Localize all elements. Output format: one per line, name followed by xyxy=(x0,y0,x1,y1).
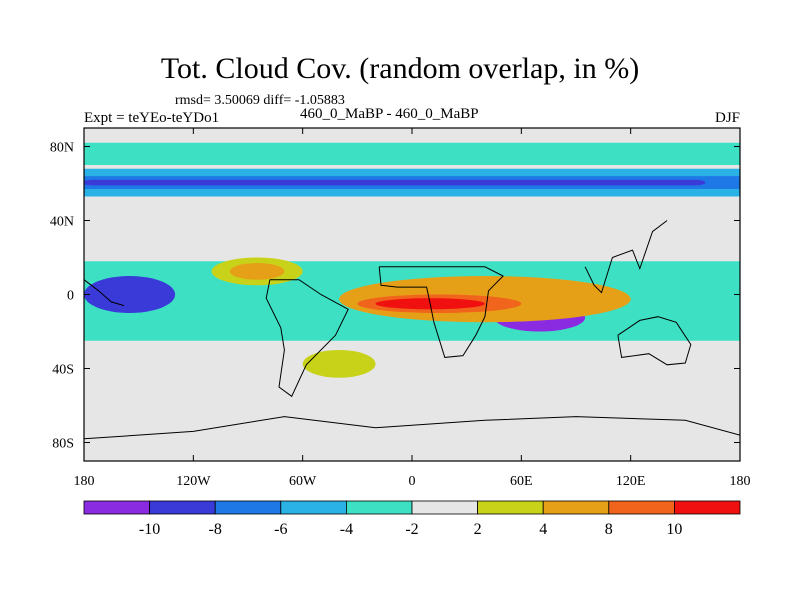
x-tick-label: 120E xyxy=(616,474,646,489)
colorbar-swatch xyxy=(280,500,347,515)
x-tick-label: 0 xyxy=(409,474,416,489)
x-tick-label: 120W xyxy=(176,474,211,489)
colorbar-label: -8 xyxy=(209,521,222,538)
x-tick-label: 60E xyxy=(510,474,533,489)
colorbar-swatch xyxy=(674,500,741,515)
x-tick-label: 60W xyxy=(289,474,317,489)
contour-south-atlantic-yellow xyxy=(302,350,376,378)
x-tick-label: 180 xyxy=(730,474,751,489)
colorbar-label: 2 xyxy=(474,521,482,538)
contour-east-pacific-blue xyxy=(84,276,176,313)
colorbar-label: 8 xyxy=(605,521,613,538)
colorbar: -10 -8 -6 -4 -2 2 4 8 10 xyxy=(83,500,741,538)
y-tick-label: 0 xyxy=(67,289,74,304)
colorbar-swatch xyxy=(608,500,675,515)
coastline-segment xyxy=(84,416,740,440)
colorbar-swatch xyxy=(83,500,150,515)
colorbar-label: -6 xyxy=(274,521,287,538)
map-title: Tot. Cloud Cov. (random overlap, in %) xyxy=(160,52,640,85)
y-tick-label: 40N xyxy=(50,215,74,230)
y-tick-label: 80S xyxy=(52,437,74,452)
colorbar-swatch xyxy=(345,500,413,515)
colorbar-label: -10 xyxy=(139,521,160,538)
y-tick-label: 40S xyxy=(52,363,74,378)
coastline-segment xyxy=(265,279,349,398)
colorbar-swatch xyxy=(542,500,610,515)
colorbar-label: -4 xyxy=(340,521,353,538)
colorbar-label: 4 xyxy=(539,521,547,538)
colorbar-swatch xyxy=(411,500,478,515)
colorbar-label: 10 xyxy=(666,521,682,538)
contour-arctic-band xyxy=(84,142,740,165)
experiment-label: Expt = teYEo-teYDo1 xyxy=(84,110,220,126)
colorbar-label: -2 xyxy=(405,521,418,538)
x-tick-label: 180 xyxy=(74,474,95,489)
season-label: DJF xyxy=(714,110,740,126)
axis-ticks: 180 120W 60W 0 60E 120E 180 80N 40N 0 40S 80S xyxy=(50,128,751,489)
contour-north-mid-band-max xyxy=(84,179,706,186)
colorbar-swatch xyxy=(149,500,216,515)
case-comparison-label: 460_0_MaBP - 460_0_MaBP xyxy=(300,106,479,122)
coastline-segment xyxy=(617,316,692,366)
coastline-segment xyxy=(584,220,668,294)
coastline-segment xyxy=(84,279,125,307)
contour-map xyxy=(84,128,740,461)
y-tick-label: 80N xyxy=(50,141,74,156)
rmsd-diff-stats: rmsd= 3.50069 diff= -1.05883 xyxy=(175,93,345,108)
colorbar-swatch xyxy=(477,500,544,515)
colorbar-swatch xyxy=(214,500,282,515)
contour-pacific-orange xyxy=(229,263,285,280)
coastlines xyxy=(84,220,740,440)
coastline-segment xyxy=(378,266,504,358)
